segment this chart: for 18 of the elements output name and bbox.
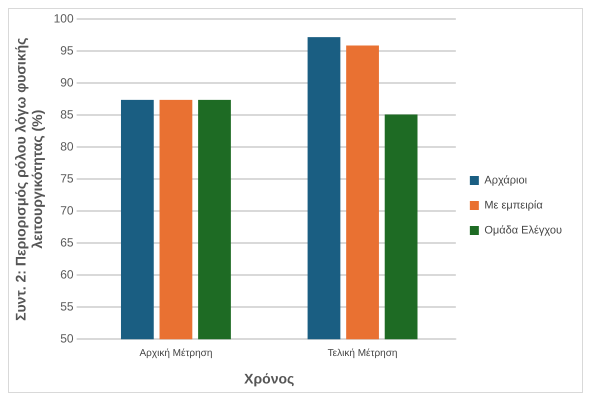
x-axis-title: Χρόνος	[244, 370, 294, 386]
x-tick-label: Τελική Μέτρηση	[328, 348, 398, 359]
y-axis-title: Συντ. 2: Περιορισμός ρόλου λόγω φυσικής λειτουργικότητας (%)	[12, 38, 46, 321]
y-tick-label: 80	[60, 140, 74, 154]
y-tick-label: 65	[60, 236, 74, 250]
y-tick-label: 90	[60, 76, 74, 90]
y-tick-label: 75	[60, 172, 74, 186]
y-tick-label: 50	[60, 332, 74, 346]
x-tick-label: Αρχική Μέτρηση	[139, 348, 212, 359]
y-tick-label: 100	[54, 12, 74, 26]
y-tick-label: 70	[60, 204, 74, 218]
y-tick-label: 55	[60, 300, 74, 314]
y-tick-label: 95	[60, 44, 74, 58]
legend-label: Αρχάριοι	[484, 174, 528, 187]
y-tick-label: 85	[60, 108, 74, 122]
legend-label: Με εμπειρία	[484, 200, 544, 212]
legend-label: Ομάδα Ελέγχου	[484, 224, 562, 237]
y-tick-label: 60	[60, 268, 74, 282]
